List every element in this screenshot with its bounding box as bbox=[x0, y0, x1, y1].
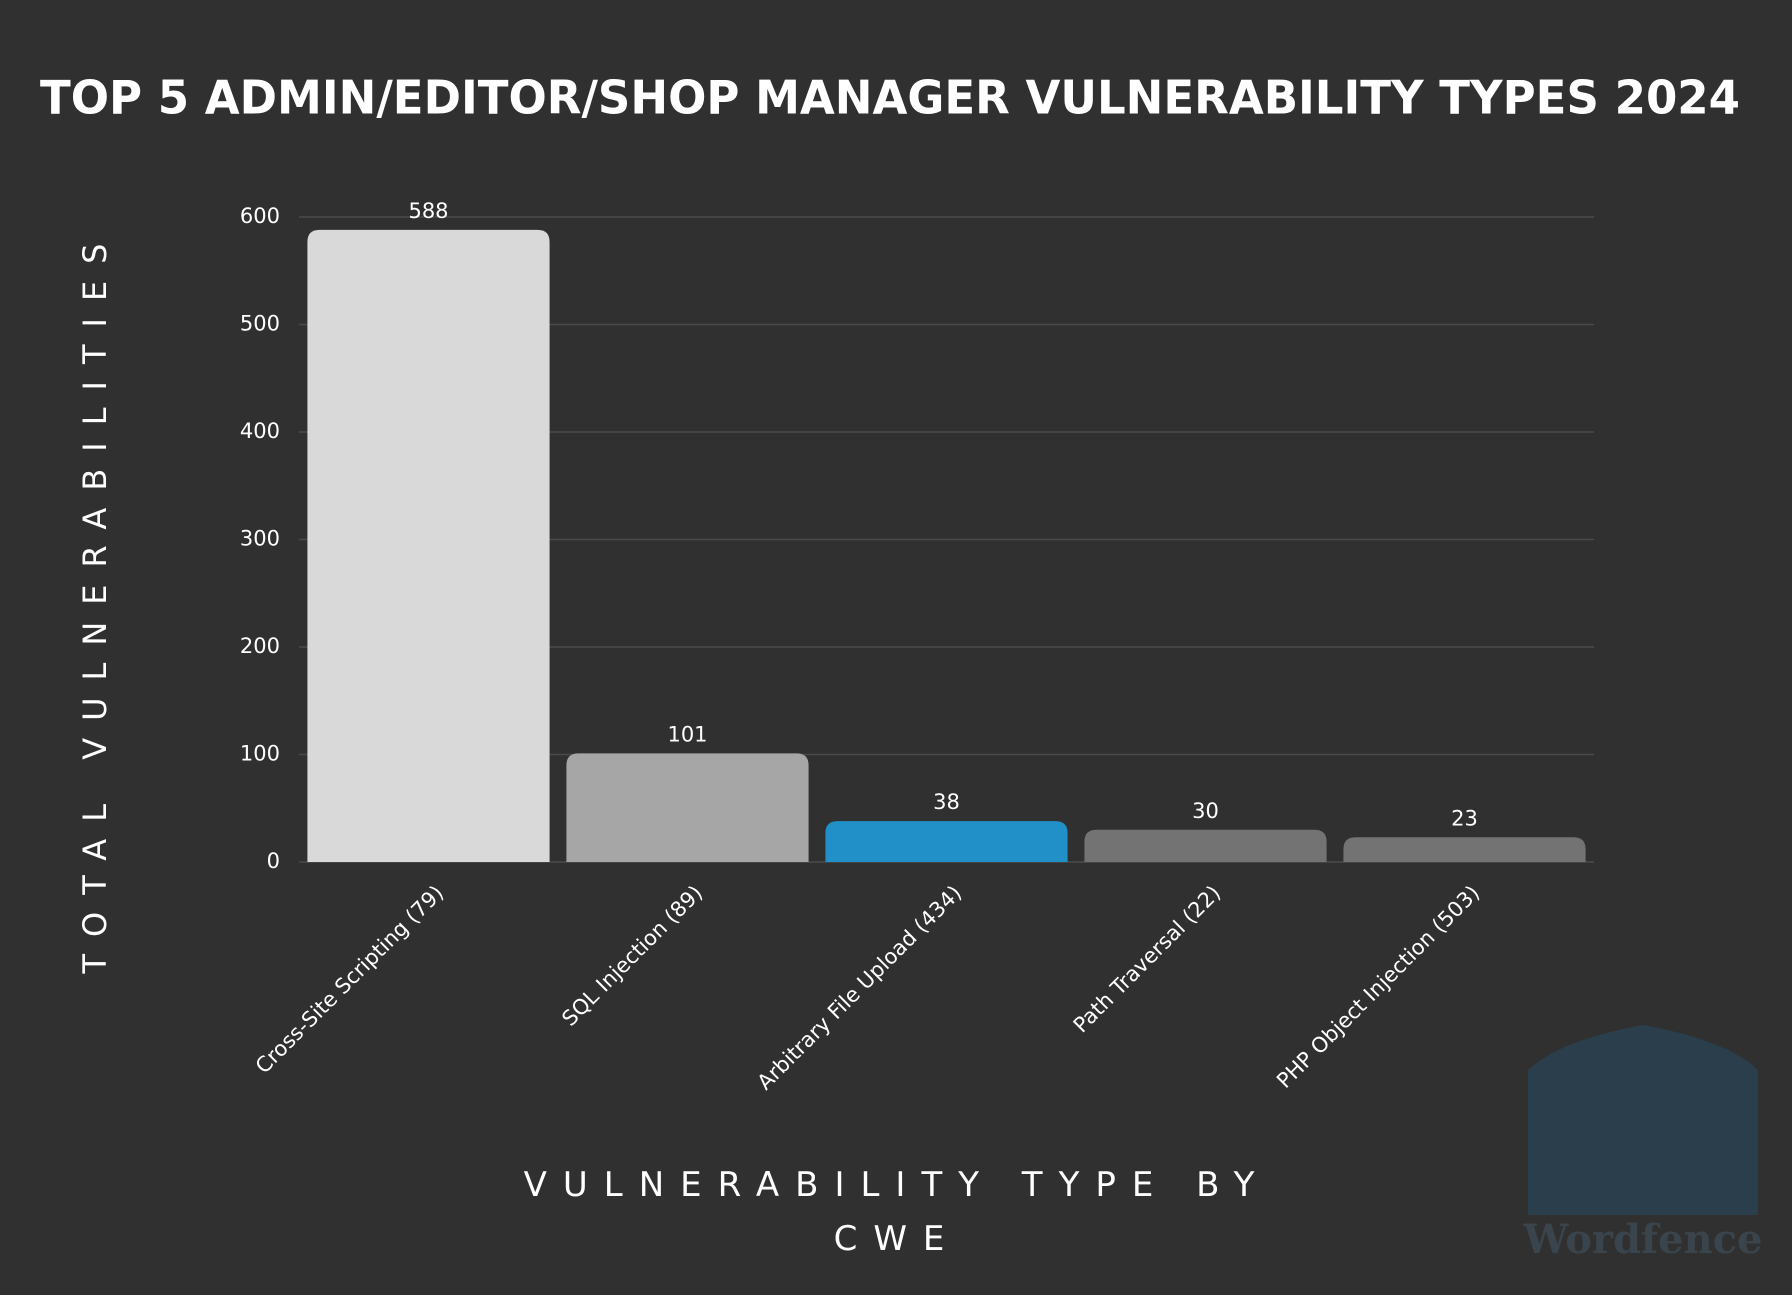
bar bbox=[1343, 837, 1586, 862]
value-label: 101 bbox=[667, 722, 707, 746]
bar bbox=[307, 229, 550, 862]
x-axis-title: VULNERABILITY TYPE BY CWE bbox=[523, 1165, 1271, 1259]
x-tick-label: Path Traversal (22) bbox=[1069, 881, 1226, 1038]
x-tick-label: Cross-Site Scripting (79) bbox=[251, 881, 449, 1079]
watermark-logo: Wordfence bbox=[1523, 1025, 1763, 1263]
bar bbox=[1084, 829, 1327, 862]
y-tick-label: 400 bbox=[240, 419, 280, 443]
y-tick-label: 600 bbox=[240, 204, 280, 228]
y-tick-label: 300 bbox=[240, 527, 280, 551]
y-tick-label: 0 bbox=[267, 849, 280, 873]
y-axis-title: TOTAL VULNERABILITIES bbox=[76, 227, 114, 975]
x-tick-label: Arbitrary File Upload (434) bbox=[753, 881, 967, 1095]
value-label: 588 bbox=[408, 199, 448, 223]
chart-title: TOP 5 ADMIN/EDITOR/SHOP MANAGER VULNERAB… bbox=[40, 71, 1740, 125]
value-label: 30 bbox=[1192, 799, 1219, 823]
watermark-text: Wordfence bbox=[1523, 1216, 1763, 1263]
value-label: 38 bbox=[933, 790, 960, 814]
value-label: 23 bbox=[1451, 806, 1478, 830]
y-tick-label: 500 bbox=[240, 312, 280, 336]
x-tick-label: PHP Object Injection (503) bbox=[1272, 881, 1484, 1093]
x-tick-label: SQL Injection (89) bbox=[557, 881, 707, 1031]
y-tick-label: 200 bbox=[240, 634, 280, 658]
y-tick-label: 100 bbox=[240, 742, 280, 766]
bar bbox=[825, 821, 1068, 862]
bar bbox=[566, 753, 809, 862]
